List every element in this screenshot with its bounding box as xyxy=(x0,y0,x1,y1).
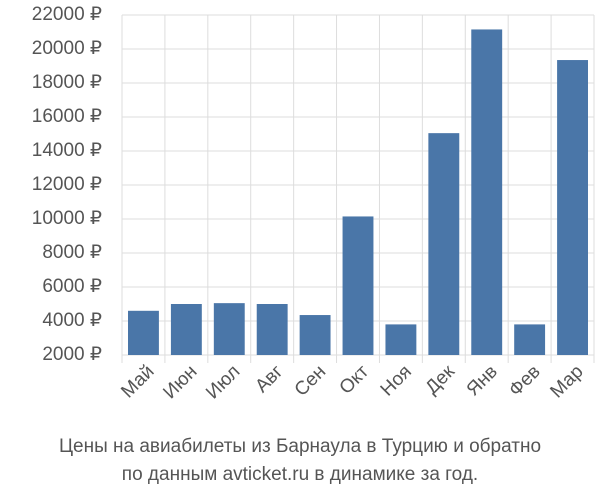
bar xyxy=(514,324,546,355)
x-tick-label: Янв xyxy=(463,361,502,400)
chart-title: Цены на авиабилеты из Барнаула в Турцию … xyxy=(59,436,541,457)
y-tick-label: 2000 ₽ xyxy=(42,344,102,365)
y-tick-label: 6000 ₽ xyxy=(42,276,102,297)
x-tick-label: Авг xyxy=(251,361,287,397)
y-tick-label: 18000 ₽ xyxy=(32,72,102,93)
x-tick-label: Сен xyxy=(291,361,330,400)
y-tick-label: 22000 ₽ xyxy=(32,4,102,25)
bar xyxy=(428,133,460,355)
y-tick-label: 16000 ₽ xyxy=(32,106,102,127)
bar xyxy=(213,303,245,355)
bar xyxy=(557,60,588,356)
bar xyxy=(299,315,331,355)
x-tick-label: Дек xyxy=(422,361,460,399)
x-tick-label: Май xyxy=(117,361,158,402)
x-tick-label: Фев xyxy=(505,361,545,401)
y-tick-label: 10000 ₽ xyxy=(32,208,102,229)
y-tick-label: 12000 ₽ xyxy=(32,174,102,195)
y-tick-label: 4000 ₽ xyxy=(42,310,102,331)
bar xyxy=(256,304,288,355)
x-tick-label: Окт xyxy=(336,361,374,399)
x-tick-label: Июл xyxy=(202,361,244,403)
bar xyxy=(471,29,503,355)
bar xyxy=(128,310,159,355)
y-tick-label: 20000 ₽ xyxy=(32,38,102,59)
bar xyxy=(385,324,417,355)
x-tick-label: Мар xyxy=(546,361,587,402)
y-tick-label: 8000 ₽ xyxy=(42,242,102,263)
bar xyxy=(342,216,374,355)
chart-subtitle: по данным avticket.ru в динамике за год. xyxy=(122,464,478,485)
x-tick-label: Июн xyxy=(159,361,201,403)
bar xyxy=(170,304,202,355)
y-tick-label: 14000 ₽ xyxy=(32,140,102,161)
x-tick-label: Ноя xyxy=(377,361,416,400)
